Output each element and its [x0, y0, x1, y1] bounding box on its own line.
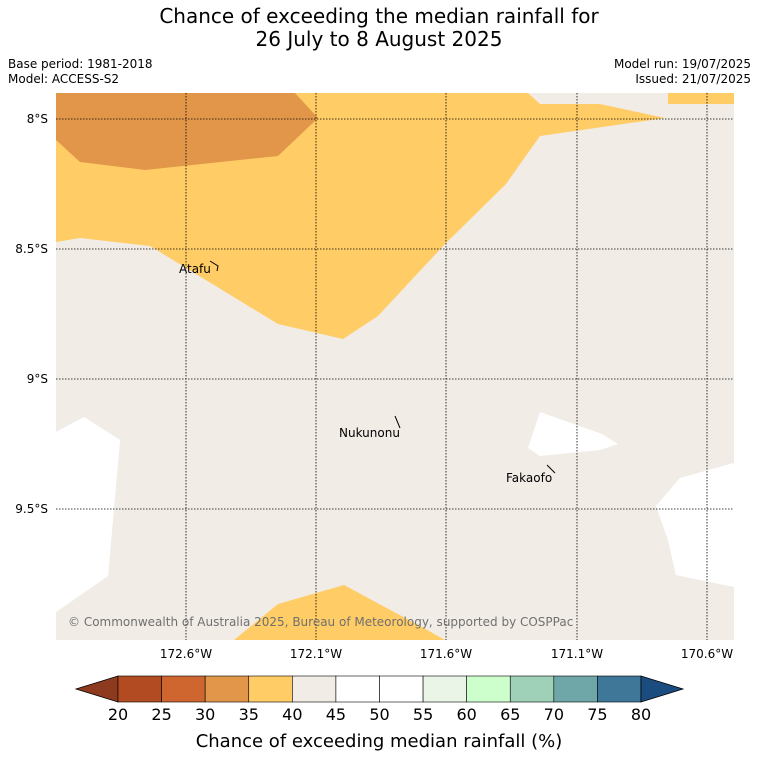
atafu-outline: [209, 260, 219, 272]
place-atafu: Atafu: [179, 262, 211, 276]
lon-label-172-1w: 172.1°W: [290, 647, 342, 661]
region-white-east: [656, 463, 734, 587]
colorbar-segment-40-45: [292, 675, 337, 703]
colorbar-segment-60-65: [466, 675, 511, 703]
colorbar-over-triangle: [640, 675, 685, 703]
copyright-notice: © Commonwealth of Australia 2025, Bureau…: [68, 615, 573, 629]
colorbar-label: Chance of exceeding median rainfall (%): [196, 731, 563, 752]
colorbar-segment-55-60: [422, 675, 467, 703]
colorbar-segment-65-70: [509, 675, 555, 703]
atoll-outlines: [209, 260, 556, 474]
gridlines: [56, 93, 734, 640]
colorbar-tick-55: 55: [413, 705, 433, 724]
region-white-center: [528, 412, 618, 456]
colorbar-segment-25-30: [161, 675, 206, 703]
colorbar-tick-50: 50: [369, 705, 389, 724]
fakaofo-outline: [546, 464, 556, 474]
colorbar-segment-75-80: [597, 675, 642, 703]
colorbar-tick-60: 60: [456, 705, 476, 724]
lon-label-171-6w: 171.6°W: [420, 647, 472, 661]
lat-label-8s: 8°S: [27, 112, 48, 126]
colorbar-tick-80: 80: [631, 705, 651, 724]
model-run: Model run: 19/07/2025: [613, 57, 751, 71]
lon-label-171-1w: 171.1°W: [551, 647, 603, 661]
place-nukunonu: Nukunonu: [339, 426, 400, 440]
lat-label-8-5s: 8.5°S: [15, 242, 48, 256]
colorbar-tick-30: 30: [195, 705, 215, 724]
lon-labels: 172.6°W 172.1°W 171.6°W 171.1°W 170.6°W: [160, 647, 733, 661]
colorbar-under-triangle: [74, 675, 119, 703]
colorbar-tick-35: 35: [239, 705, 259, 724]
region-30-35: [56, 93, 318, 170]
lat-label-9-5s: 9.5°S: [15, 502, 48, 516]
colorbar-segment-30-35: [204, 675, 250, 703]
colorbar-segment-20-25: [117, 675, 162, 703]
lon-label-172-6w: 172.6°W: [160, 647, 212, 661]
colorbar-tick-70: 70: [544, 705, 564, 724]
place-fakaofo: Fakaofo: [506, 471, 552, 485]
colorbar-tick-75: 75: [587, 705, 607, 724]
colorbar: 20 25 30 35 40 45 50 55 60 65 70 75 80: [74, 675, 685, 724]
region-white-west: [56, 417, 120, 612]
lat-labels: 8°S 8.5°S 9°S 9.5°S: [15, 112, 48, 516]
map-area: Atafu Nukunonu Fakaofo © Commonwealth of…: [56, 93, 734, 640]
issued-date: Issued: 21/07/2025: [635, 72, 751, 86]
colorbar-segment-50-55: [379, 675, 424, 703]
region-35-40-south: [234, 585, 445, 640]
nukunonu-outline: [394, 415, 401, 429]
colorbar-tick-25: 25: [151, 705, 171, 724]
colorbar-segment-45-50: [335, 675, 380, 703]
meta-left: Base period: 1981-2018 Model: ACCESS-S2: [8, 57, 153, 87]
title-line-2: 26 July to 8 August 2025: [255, 27, 503, 51]
map-title: Chance of exceeding the median rainfall …: [0, 5, 758, 51]
colorbar-segment-35-40: [248, 675, 293, 703]
lon-label-170-6w: 170.6°W: [681, 647, 733, 661]
colorbar-segment-70-75: [553, 675, 598, 703]
lat-label-9s: 9°S: [27, 372, 48, 386]
model-name: Model: ACCESS-S2: [8, 72, 120, 86]
title-line-1: Chance of exceeding the median rainfall …: [159, 4, 599, 28]
meta-right: Model run: 19/07/2025 Issued: 21/07/2025: [614, 57, 751, 87]
colorbar-tick-45: 45: [326, 705, 346, 724]
colorbar-tick-20: 20: [108, 705, 128, 724]
colorbar-tick-40: 40: [282, 705, 302, 724]
base-period: Base period: 1981-2018: [8, 57, 153, 71]
region-35-40-ne: [668, 93, 734, 104]
colorbar-tick-65: 65: [500, 705, 520, 724]
